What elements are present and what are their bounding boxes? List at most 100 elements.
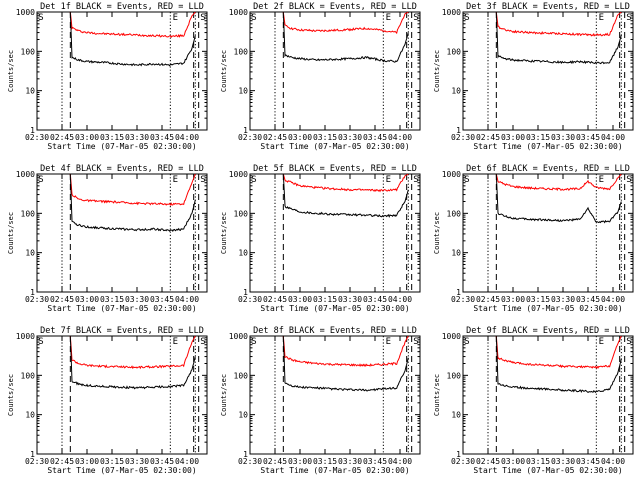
y-tick-label: 100 <box>234 371 249 380</box>
chart-title: Det 9f BLACK = Events, RED = LLD <box>466 326 630 336</box>
x-tick-label: 03:30 <box>551 457 575 466</box>
events-series-line <box>282 174 409 218</box>
y-tick-label: 100 <box>21 47 36 56</box>
events-series-line <box>282 12 409 63</box>
x-tick-label: 03:45 <box>576 295 600 304</box>
marker-label: S <box>413 337 418 347</box>
y-tick-label: 1 <box>456 450 461 459</box>
x-tick-label: 03:00 <box>288 133 312 142</box>
x-tick-label: 03:30 <box>125 295 149 304</box>
y-tick-label: 1 <box>243 126 248 135</box>
y-tick-label: 1000 <box>229 170 248 179</box>
y-axis-label: Counts/sec <box>433 50 441 92</box>
y-axis-label: Counts/sec <box>220 50 228 92</box>
chart-title: Det 4f BLACK = Events, RED = LLD <box>40 164 204 174</box>
marker-label: E <box>386 175 391 185</box>
lld-series-line <box>69 336 196 370</box>
plot-frame <box>249 335 421 455</box>
x-tick-label: 03:15 <box>526 133 550 142</box>
y-tick-label: 1000 <box>16 332 35 341</box>
chart-panel-5: Det 5f BLACK = Events, RED = LLD 1 10 100 10… <box>220 164 421 313</box>
data-series-group <box>495 336 622 394</box>
x-tick-label: 04:00 <box>388 457 412 466</box>
chart-panel-1: Det 1f BLACK = Events, RED = LLD 1 10 100 10… <box>7 2 208 151</box>
marker-label: E <box>386 337 391 347</box>
y-tick-label: 100 <box>447 371 462 380</box>
y-tick-label: 1000 <box>229 332 248 341</box>
marker-label: S <box>200 175 205 185</box>
plot-frame <box>462 173 634 293</box>
marker-label: S <box>464 13 469 23</box>
x-tick-label: 02:45 <box>50 133 74 142</box>
x-tick-label: 02:30 <box>25 457 49 466</box>
x-axis-label: Start Time (07-Mar-05 02:30:00) <box>260 142 409 151</box>
chart-title: Det 5f BLACK = Events, RED = LLD <box>253 164 417 174</box>
marker-label: E <box>173 337 178 347</box>
events-series-line <box>495 12 622 65</box>
lld-series-line <box>282 12 409 35</box>
chart-title: Det 8f BLACK = Events, RED = LLD <box>253 326 417 336</box>
x-tick-label: 02:30 <box>238 133 262 142</box>
events-series-line <box>69 336 196 390</box>
x-tick-label: 02:30 <box>238 457 262 466</box>
marker-label: S <box>626 175 631 185</box>
y-tick-label: 1000 <box>16 8 35 17</box>
plot-frame <box>249 11 421 131</box>
marker-label: S <box>38 337 43 347</box>
x-tick-label: 02:30 <box>25 133 49 142</box>
plot-frame <box>462 335 634 455</box>
x-tick-label: 02:45 <box>476 133 500 142</box>
marker-label: S <box>200 13 205 23</box>
y-tick-label: 1 <box>30 126 35 135</box>
x-tick-label: 02:30 <box>451 133 475 142</box>
data-series-group <box>69 12 196 67</box>
y-tick-label: 1000 <box>442 8 461 17</box>
x-tick-label: 03:45 <box>363 295 387 304</box>
x-tick-label: 02:45 <box>263 133 287 142</box>
x-tick-label: 03:00 <box>75 457 99 466</box>
y-tick-label: 10 <box>451 411 461 420</box>
x-tick-label: 03:15 <box>526 457 550 466</box>
chart-panel-4: Det 4f BLACK = Events, RED = LLD 1 10 100 10… <box>7 164 208 313</box>
x-tick-label: 03:15 <box>313 295 337 304</box>
y-tick-label: 10 <box>238 249 248 258</box>
chart-panel-7: Det 7f BLACK = Events, RED = LLD 1 10 100 10… <box>7 326 208 475</box>
y-axis-label: Counts/sec <box>220 212 228 254</box>
marker-label: E <box>386 13 391 23</box>
x-axis-label: Start Time (07-Mar-05 02:30:00) <box>47 142 196 151</box>
y-axis-label: Counts/sec <box>7 374 15 416</box>
y-tick-label: 1 <box>30 288 35 297</box>
x-tick-label: 04:00 <box>388 295 412 304</box>
plot-frame <box>249 173 421 293</box>
plot-frame <box>462 11 634 131</box>
marker-label: E <box>599 13 604 23</box>
x-tick-label: 03:15 <box>100 457 124 466</box>
lld-series-line <box>69 174 196 207</box>
marker-label: S <box>464 337 469 347</box>
x-tick-label: 02:45 <box>263 457 287 466</box>
y-tick-label: 1 <box>243 288 248 297</box>
lld-series-line <box>69 12 196 39</box>
x-tick-label: 02:30 <box>25 295 49 304</box>
events-series-line <box>495 336 622 394</box>
x-tick-label: 03:30 <box>551 133 575 142</box>
y-tick-label: 100 <box>234 47 249 56</box>
plot-frame <box>36 11 208 131</box>
x-tick-label: 02:45 <box>476 457 500 466</box>
chart-panel-6: Det 6f BLACK = Events, RED = LLD 1 10 100 10… <box>433 164 634 313</box>
x-tick-label: 03:00 <box>75 295 99 304</box>
y-tick-label: 1 <box>456 126 461 135</box>
chart-title: Det 3f BLACK = Events, RED = LLD <box>466 2 630 12</box>
y-axis-label: Counts/sec <box>7 212 15 254</box>
marker-label: S <box>251 175 256 185</box>
chart-panel-9: Det 9f BLACK = Events, RED = LLD 1 10 100 10… <box>433 326 634 475</box>
x-tick-label: 04:00 <box>601 295 625 304</box>
x-axis-label: Start Time (07-Mar-05 02:30:00) <box>47 304 196 313</box>
y-tick-label: 1 <box>30 450 35 459</box>
x-tick-label: 03:15 <box>100 133 124 142</box>
y-tick-label: 100 <box>447 47 462 56</box>
y-tick-label: 10 <box>451 249 461 258</box>
x-tick-label: 03:45 <box>363 133 387 142</box>
x-axis-label: Start Time (07-Mar-05 02:30:00) <box>473 304 622 313</box>
